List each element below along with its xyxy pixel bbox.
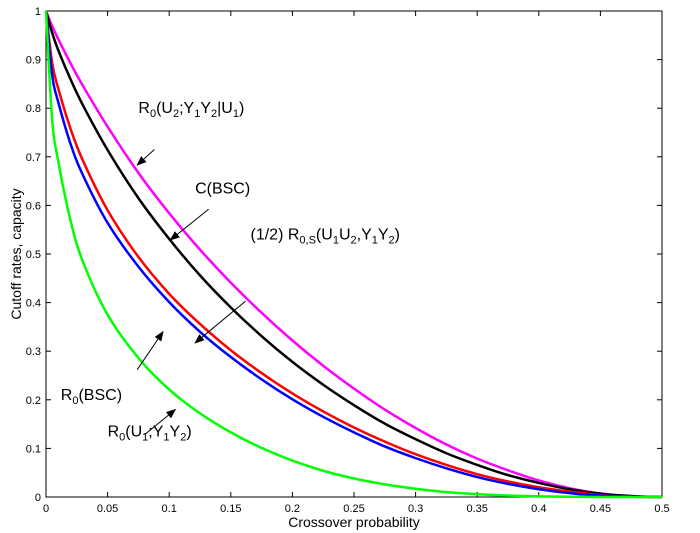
x-tick-label: 0.2 xyxy=(285,503,300,515)
y-axis-label: Cutoff rates, capacity xyxy=(8,188,24,319)
x-tick-label: 0.1 xyxy=(162,503,177,515)
y-tick-label: 0.3 xyxy=(26,346,41,358)
series-lines xyxy=(44,10,663,499)
x-axis-label: Crossover probability xyxy=(288,514,420,530)
series-line-3 xyxy=(44,10,663,499)
x-tick-label: 0 xyxy=(43,503,49,515)
y-tick-label: 0.1 xyxy=(26,443,41,455)
x-tick-label: 0.15 xyxy=(220,503,241,515)
x-tick-label: 0.25 xyxy=(343,503,364,515)
y-tick-label: 0.9 xyxy=(26,55,41,67)
annotation-label: C(BSC) xyxy=(195,180,250,197)
series-line-1 xyxy=(44,10,663,499)
y-tick-label: 0 xyxy=(35,492,41,504)
annotation-arrow xyxy=(136,149,155,166)
annotation-label: R0(BSC) xyxy=(61,387,122,407)
y-tick-label: 0.7 xyxy=(26,152,41,164)
series-line-2 xyxy=(44,10,663,499)
y-tick-label: 0.4 xyxy=(26,298,41,310)
annotation-arrow xyxy=(144,408,177,436)
y-tick-label: 1 xyxy=(35,6,41,18)
x-tick-label: 0.45 xyxy=(590,503,611,515)
x-tick-label: 0.5 xyxy=(654,503,669,515)
x-tick-label: 0.35 xyxy=(466,503,487,515)
x-tick-label: 0.05 xyxy=(97,503,118,515)
annotation-label: (1/2) R0,S(U1U2,Y1Y2) xyxy=(251,226,401,246)
annotation-arrow xyxy=(194,300,246,344)
x-tick-label: 0.3 xyxy=(408,503,423,515)
annotation-label: R0(U2;Y1Y2|U1) xyxy=(138,100,244,120)
axis-ticks: 0 0.05 0.1 0.15 0.2 0.25 0.3 0.35 0.4 0.45 0.5 0 0.1… xyxy=(26,6,670,515)
y-tick-label: 0.5 xyxy=(26,249,41,261)
annotation-label: R0(U1;Y1Y2) xyxy=(108,423,192,443)
annotation-arrow xyxy=(169,208,209,241)
x-tick-label: 0.4 xyxy=(531,503,546,515)
annotation-arrow xyxy=(136,330,164,370)
series-line-0 xyxy=(44,10,663,499)
y-tick-label: 0.6 xyxy=(26,200,41,212)
y-tick-label: 0.8 xyxy=(26,103,41,115)
series-line-4 xyxy=(44,10,663,499)
y-tick-label: 0.2 xyxy=(26,395,41,407)
annotations: R0(U2;Y1Y2|U1) C(BSC) (1/2) R0,S(U1U2,Y1Y2… xyxy=(61,100,400,443)
